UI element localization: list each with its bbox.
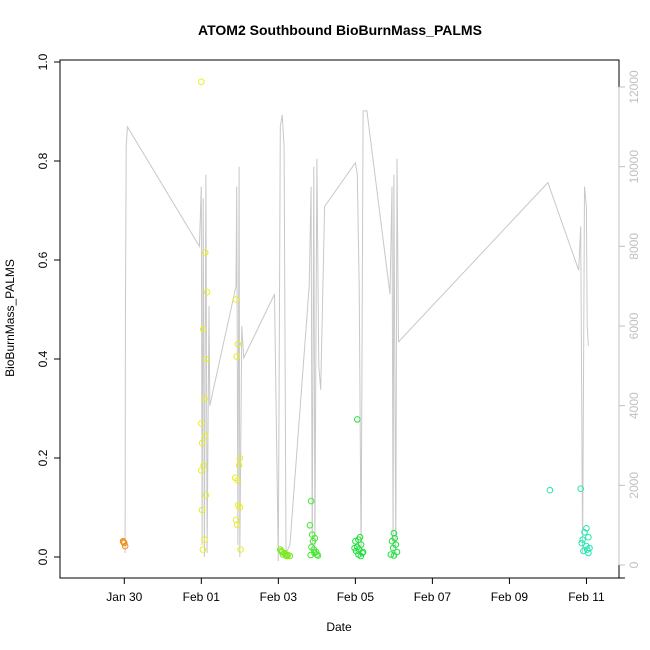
chart-title: ATOM2 Southbound BioBurnMass_PALMS <box>198 22 482 38</box>
altitude-trace <box>124 110 589 562</box>
data-point <box>198 439 206 447</box>
data-point <box>121 539 128 547</box>
data-point <box>201 432 209 440</box>
x-tick-label: Feb 05 <box>337 590 375 604</box>
data-point <box>359 549 366 557</box>
data-point <box>283 552 291 560</box>
data-point <box>232 296 240 303</box>
data-point <box>583 546 591 553</box>
data-point <box>578 539 586 547</box>
y2-tick-label: 12000 <box>627 70 641 104</box>
data-point <box>199 326 207 333</box>
data-point <box>354 416 361 423</box>
y-tick-label: 0.6 <box>36 251 50 268</box>
data-point <box>286 552 294 560</box>
y2-tick-label: 0 <box>627 561 641 568</box>
data-point <box>307 551 315 559</box>
data-point <box>314 552 322 559</box>
x-tick-label: Feb 09 <box>491 590 529 604</box>
data-point <box>583 525 590 532</box>
data-point <box>577 485 585 493</box>
data-point <box>199 546 207 553</box>
data-point <box>201 395 208 402</box>
data-point <box>307 497 315 505</box>
data-point <box>202 355 210 363</box>
x-tick-label: Jan 30 <box>106 590 142 604</box>
x-tick-label: Feb 03 <box>260 590 298 604</box>
data-point <box>198 506 206 514</box>
x-axis: Jan 30 Feb 01 Feb 03 Feb 05 Feb 07 Feb 09 Feb … <box>106 577 625 604</box>
y-axis: 0.0 0.2 0.4 0.6 0.8 1.0 <box>36 53 60 565</box>
data-point <box>390 552 398 559</box>
data-point <box>579 536 586 544</box>
data-point <box>393 548 401 556</box>
data-point <box>387 551 395 558</box>
data-point <box>352 547 360 555</box>
y-tick-label: 0.0 <box>36 548 50 565</box>
plot-frame <box>59 59 620 579</box>
data-point <box>235 462 243 469</box>
x-axis-label: Date <box>326 620 352 634</box>
data-point <box>121 542 129 550</box>
data-point <box>390 529 398 537</box>
data-point <box>198 420 205 427</box>
y-axis-label: BioBurnMass_PALMS <box>3 259 17 377</box>
data-point <box>237 546 244 553</box>
y-tick-label: 0.2 <box>36 449 50 466</box>
data-point <box>201 249 209 256</box>
y2-tick-label: 10000 <box>627 150 641 184</box>
data-point <box>201 536 208 544</box>
data-point <box>233 521 241 529</box>
x-tick-label: Feb 11 <box>568 590 605 604</box>
data-point <box>203 288 211 296</box>
data-point <box>234 340 242 348</box>
data-point <box>389 544 397 552</box>
data-point <box>581 529 588 536</box>
data-point <box>585 533 592 541</box>
y2-tick-label: 8000 <box>627 233 641 260</box>
y2-tick-label: 6000 <box>627 312 641 339</box>
x-tick-label: Feb 01 <box>183 590 221 604</box>
data-point <box>388 537 396 545</box>
y2-tick-label: 4000 <box>627 392 641 419</box>
y2-axis: 0 2000 4000 6000 8000 10000 12000 <box>618 70 641 568</box>
data-point <box>198 467 205 474</box>
data-point <box>309 537 317 545</box>
data-point <box>546 486 554 494</box>
y-tick-label: 1.0 <box>36 53 50 70</box>
data-point <box>585 549 592 557</box>
data-point <box>202 491 210 499</box>
y-tick-label: 0.4 <box>36 350 50 367</box>
data-point <box>233 353 240 360</box>
data-point <box>232 516 240 524</box>
altitude-line <box>124 110 589 562</box>
data-point <box>306 522 314 529</box>
x-tick-label: Feb 07 <box>414 590 452 604</box>
data-point <box>236 504 244 511</box>
data-point <box>234 477 241 484</box>
data-point <box>236 454 244 462</box>
data-point <box>278 547 285 555</box>
data-point <box>352 537 359 545</box>
data-points <box>119 78 593 560</box>
y2-tick-label: 2000 <box>627 472 641 499</box>
y-tick-label: 0.8 <box>36 152 50 169</box>
data-point <box>120 538 127 546</box>
data-point <box>198 78 205 86</box>
